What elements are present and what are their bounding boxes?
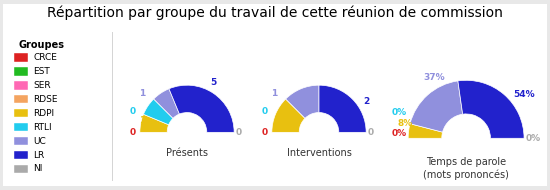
Wedge shape (410, 81, 463, 132)
Text: 0: 0 (262, 107, 268, 116)
Text: 1: 1 (139, 89, 145, 98)
Bar (14, 81, 28, 89)
Text: CRCE: CRCE (34, 53, 57, 62)
Bar (14, 95, 28, 103)
Text: 0: 0 (130, 107, 136, 116)
Bar (14, 109, 28, 117)
Text: Présents: Présents (166, 148, 208, 158)
Bar (14, 53, 28, 62)
Text: 2: 2 (363, 97, 369, 106)
Text: 0%: 0% (392, 108, 407, 117)
Wedge shape (144, 99, 173, 125)
Wedge shape (272, 99, 305, 132)
FancyBboxPatch shape (0, 25, 113, 188)
Text: RTLI: RTLI (34, 123, 52, 132)
Bar (14, 151, 28, 159)
Text: 37%: 37% (424, 73, 445, 82)
Text: 54%: 54% (513, 90, 535, 99)
Text: 0: 0 (236, 128, 242, 137)
Text: EST: EST (34, 67, 50, 76)
Text: 0: 0 (130, 128, 136, 137)
Text: 0: 0 (262, 128, 268, 137)
Text: UC: UC (34, 137, 46, 146)
Text: 0%: 0% (392, 129, 407, 138)
Text: NI: NI (34, 164, 43, 173)
Text: Groupes: Groupes (18, 40, 64, 50)
Bar (14, 67, 28, 76)
Text: SER: SER (34, 81, 51, 90)
Text: Répartition par groupe du travail de cette réunion de commission: Répartition par groupe du travail de cet… (47, 6, 503, 20)
Text: Interventions: Interventions (287, 148, 351, 158)
Wedge shape (408, 124, 443, 138)
Wedge shape (153, 89, 179, 118)
Wedge shape (458, 80, 524, 138)
Text: Temps de parole
(mots prononcés): Temps de parole (mots prononcés) (423, 157, 509, 180)
Wedge shape (169, 85, 234, 132)
Wedge shape (140, 114, 169, 132)
Text: 8%: 8% (398, 119, 413, 128)
Text: 0%: 0% (525, 134, 540, 143)
Text: 1: 1 (276, 116, 282, 125)
Text: 5: 5 (210, 78, 216, 87)
Text: LR: LR (34, 150, 45, 160)
Bar (14, 123, 28, 131)
Wedge shape (285, 85, 319, 118)
Text: 1: 1 (271, 89, 277, 98)
Text: RDPI: RDPI (34, 109, 54, 118)
Bar (14, 165, 28, 173)
Wedge shape (319, 85, 366, 132)
Bar (14, 137, 28, 145)
Text: 0: 0 (368, 128, 374, 137)
Text: RDSE: RDSE (34, 95, 58, 104)
Text: 1: 1 (139, 116, 145, 125)
